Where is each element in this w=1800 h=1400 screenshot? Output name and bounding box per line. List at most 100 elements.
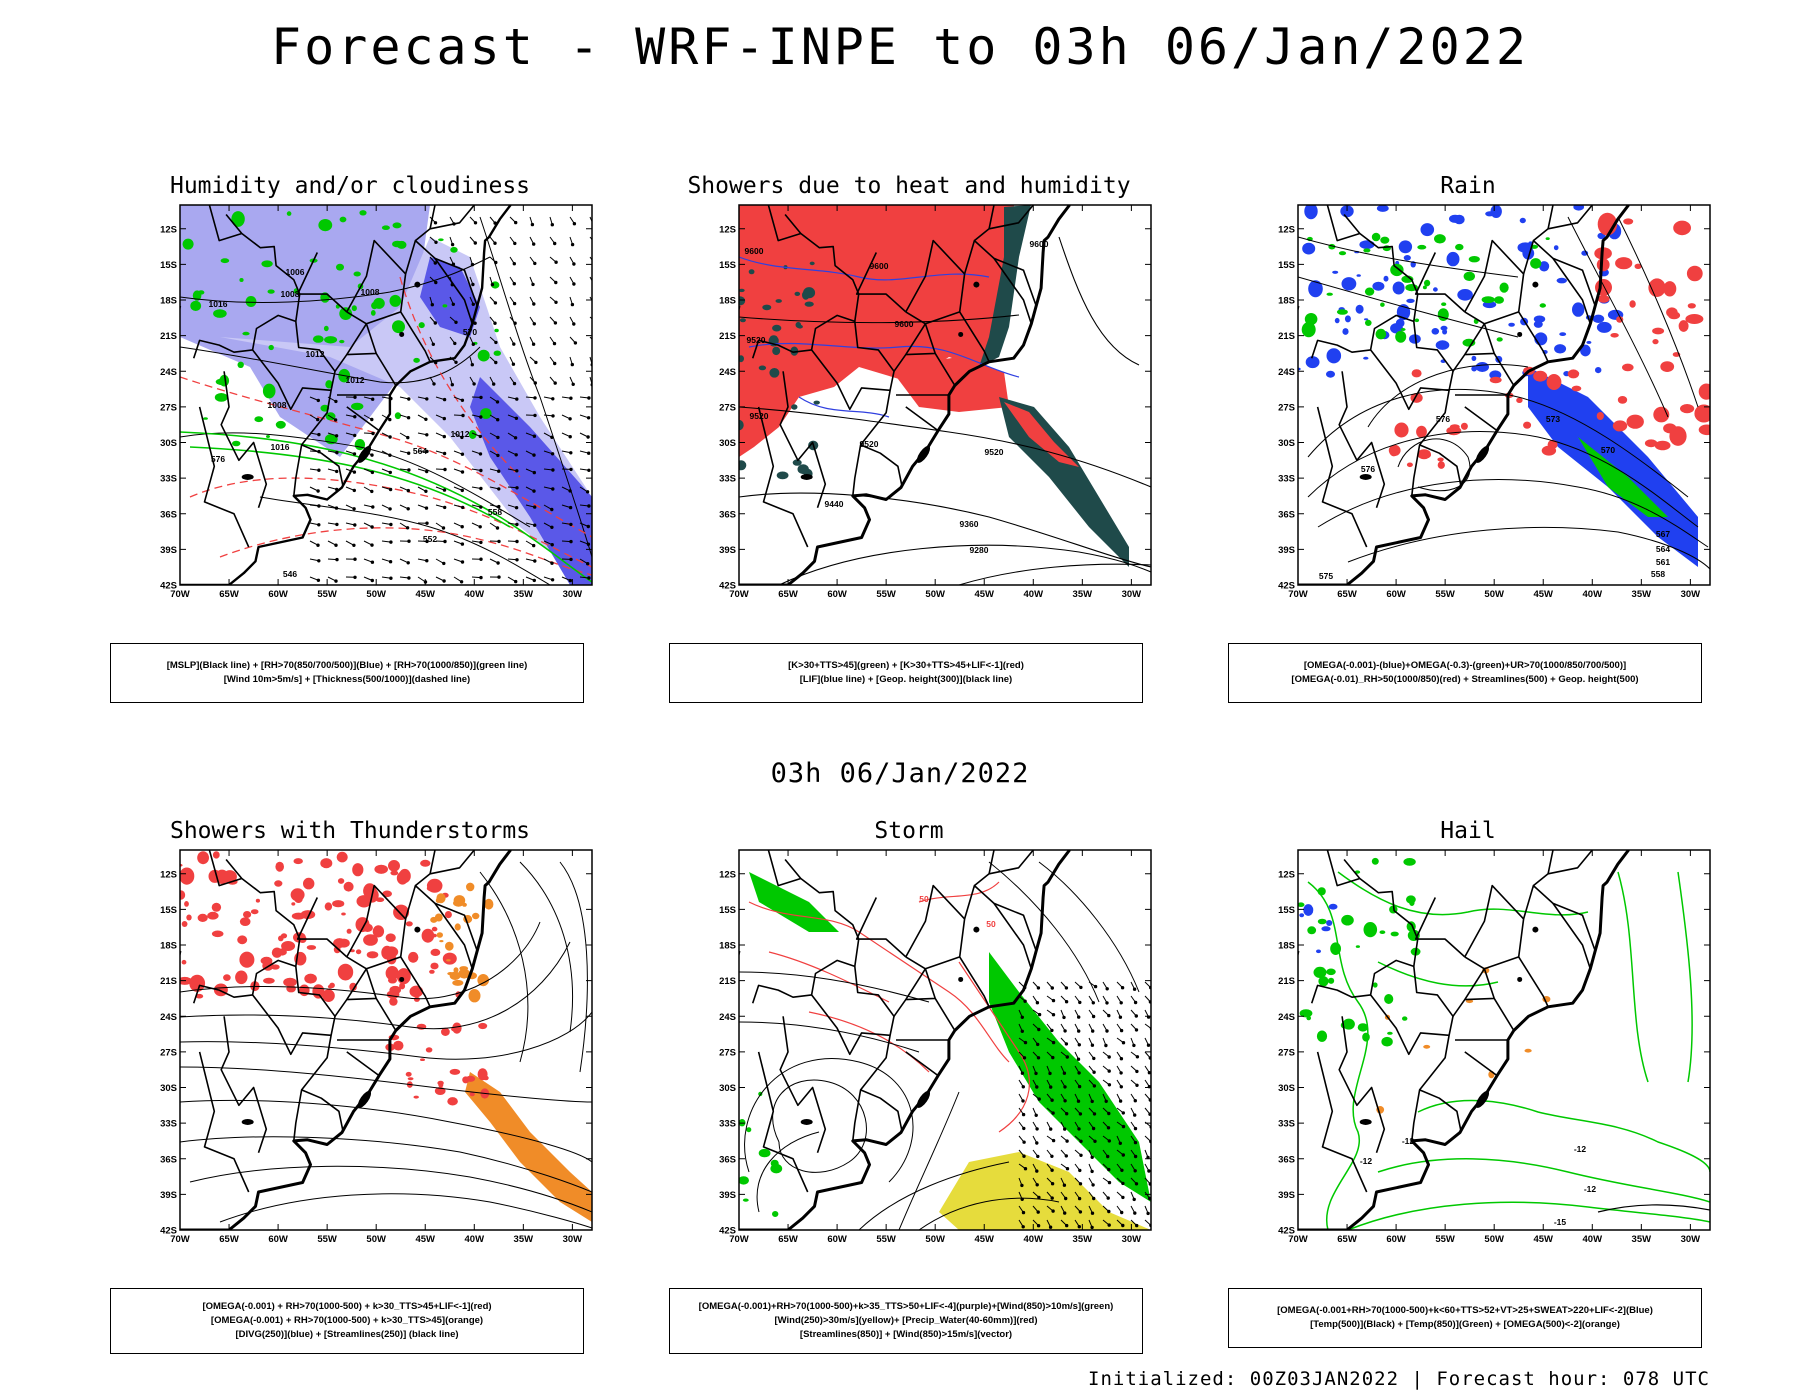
wind-vector-head bbox=[1021, 1099, 1025, 1103]
rh-green-contour bbox=[233, 214, 239, 218]
rh-green-contour bbox=[392, 240, 403, 248]
thunder-red bbox=[181, 921, 188, 927]
lon-label: 45W bbox=[1533, 1234, 1553, 1245]
wind-vector-head bbox=[570, 302, 575, 307]
state-border bbox=[251, 959, 336, 1091]
rh-red bbox=[1698, 383, 1710, 400]
wind-vector-head bbox=[1134, 1014, 1138, 1018]
streamline-850-group bbox=[739, 861, 1140, 1230]
contour-label: 1008 bbox=[361, 287, 380, 297]
wind-vector-head bbox=[1118, 1015, 1123, 1019]
wind-vector-head bbox=[585, 490, 590, 494]
wind-vector-head bbox=[1048, 1071, 1052, 1076]
showers-green bbox=[979, 205, 1031, 367]
showers-green bbox=[999, 397, 1129, 567]
temp850 bbox=[1409, 899, 1415, 906]
state-border bbox=[366, 311, 431, 363]
lat-label: 18S bbox=[1278, 941, 1295, 952]
wind-vector-head bbox=[371, 431, 375, 436]
wind-vector-head bbox=[1133, 1099, 1137, 1103]
rh-green-contour bbox=[494, 328, 499, 333]
wind-vector-head bbox=[472, 382, 476, 386]
wind-vector-head bbox=[513, 321, 517, 325]
contour-label: 576 bbox=[211, 454, 225, 464]
rh-green-contour bbox=[286, 211, 292, 216]
omega-green-group bbox=[1301, 232, 1550, 347]
wind-vector-head bbox=[1121, 1124, 1126, 1129]
state-border bbox=[988, 205, 1034, 230]
frame-border bbox=[179, 849, 593, 1231]
state-border bbox=[1316, 1051, 1368, 1193]
lake bbox=[1517, 331, 1523, 337]
basemap bbox=[739, 850, 1071, 1230]
wind-vector-head bbox=[1078, 1210, 1083, 1214]
omega-blue bbox=[1440, 325, 1448, 331]
hail-blue bbox=[1303, 904, 1314, 916]
wind-vector-head bbox=[497, 575, 501, 579]
wind-vector-head bbox=[593, 283, 595, 285]
rh-red bbox=[1489, 376, 1502, 384]
lon-label: 55W bbox=[317, 1234, 337, 1245]
rh-red bbox=[1417, 449, 1431, 460]
contour-label: 558 bbox=[488, 507, 502, 517]
thickness-contour bbox=[219, 527, 592, 576]
lake bbox=[958, 331, 964, 337]
wind-vector-head bbox=[1051, 1209, 1055, 1213]
rh-green-contour bbox=[468, 430, 477, 439]
wind-vector-head bbox=[1036, 986, 1041, 990]
wind-vector-head bbox=[551, 487, 555, 491]
rh-red bbox=[1629, 300, 1636, 308]
basemap bbox=[1298, 850, 1630, 1230]
wind-vector-head bbox=[587, 468, 591, 472]
omega-green bbox=[1494, 296, 1504, 304]
lon-label: 50W bbox=[366, 589, 386, 600]
wind-vector-head bbox=[532, 302, 536, 306]
streamline-500 bbox=[1307, 431, 1699, 528]
thunder-red bbox=[447, 1097, 458, 1106]
lat-label: 24S bbox=[1278, 367, 1295, 378]
omega-blue bbox=[1341, 277, 1357, 291]
contour-label: 9520 bbox=[860, 439, 879, 449]
thunder-red bbox=[478, 1022, 488, 1030]
geop-height-group bbox=[739, 236, 1151, 585]
lon-label: 40W bbox=[465, 1234, 485, 1245]
contour-label: 561 bbox=[1656, 557, 1670, 567]
wind-vector-head bbox=[405, 526, 410, 530]
state-border bbox=[905, 968, 927, 1001]
lat-label: 33S bbox=[160, 474, 177, 485]
lat-label: 12S bbox=[719, 869, 736, 880]
wind-vector-head bbox=[434, 240, 438, 244]
state-border bbox=[296, 252, 348, 313]
thunder-red bbox=[346, 928, 352, 934]
wind-vector-head bbox=[554, 260, 558, 264]
thunder-red bbox=[437, 1080, 444, 1086]
wind-vector-head bbox=[425, 433, 429, 437]
rh-red bbox=[1660, 361, 1675, 372]
wind-vector-head bbox=[470, 262, 475, 267]
wind-vector-head bbox=[1020, 1197, 1024, 1201]
wind-vector-head bbox=[1051, 1138, 1056, 1143]
lon-label: 40W bbox=[1583, 589, 1603, 600]
lat-label: 33S bbox=[1278, 1119, 1295, 1130]
lat-label: 18S bbox=[1278, 296, 1295, 307]
wind-vector-head bbox=[454, 320, 458, 325]
thunder-red bbox=[413, 1095, 419, 1099]
state-border bbox=[429, 850, 475, 875]
omega-blue bbox=[1446, 251, 1460, 267]
omega-green bbox=[1380, 236, 1390, 244]
rh-green-contour bbox=[214, 393, 228, 402]
wind-vector-head bbox=[1121, 1153, 1125, 1157]
omega-blue bbox=[1406, 298, 1415, 303]
state-border bbox=[192, 339, 332, 411]
lake bbox=[414, 281, 421, 288]
wind-vector-head bbox=[493, 241, 497, 245]
coastline bbox=[1298, 850, 1630, 1230]
mslp-isobar bbox=[479, 216, 592, 558]
map-storm: 50 50 12S 15S 18S 21S 24S 27S 30S 33S 36S 39S 42S70W… bbox=[719, 849, 1152, 1245]
state-border bbox=[429, 205, 475, 230]
thunder-red bbox=[341, 912, 346, 916]
wind-vector-head bbox=[1135, 1055, 1140, 1059]
wind-vector-head bbox=[450, 242, 455, 247]
state-border bbox=[779, 371, 827, 509]
wind-vector-head bbox=[593, 303, 595, 305]
